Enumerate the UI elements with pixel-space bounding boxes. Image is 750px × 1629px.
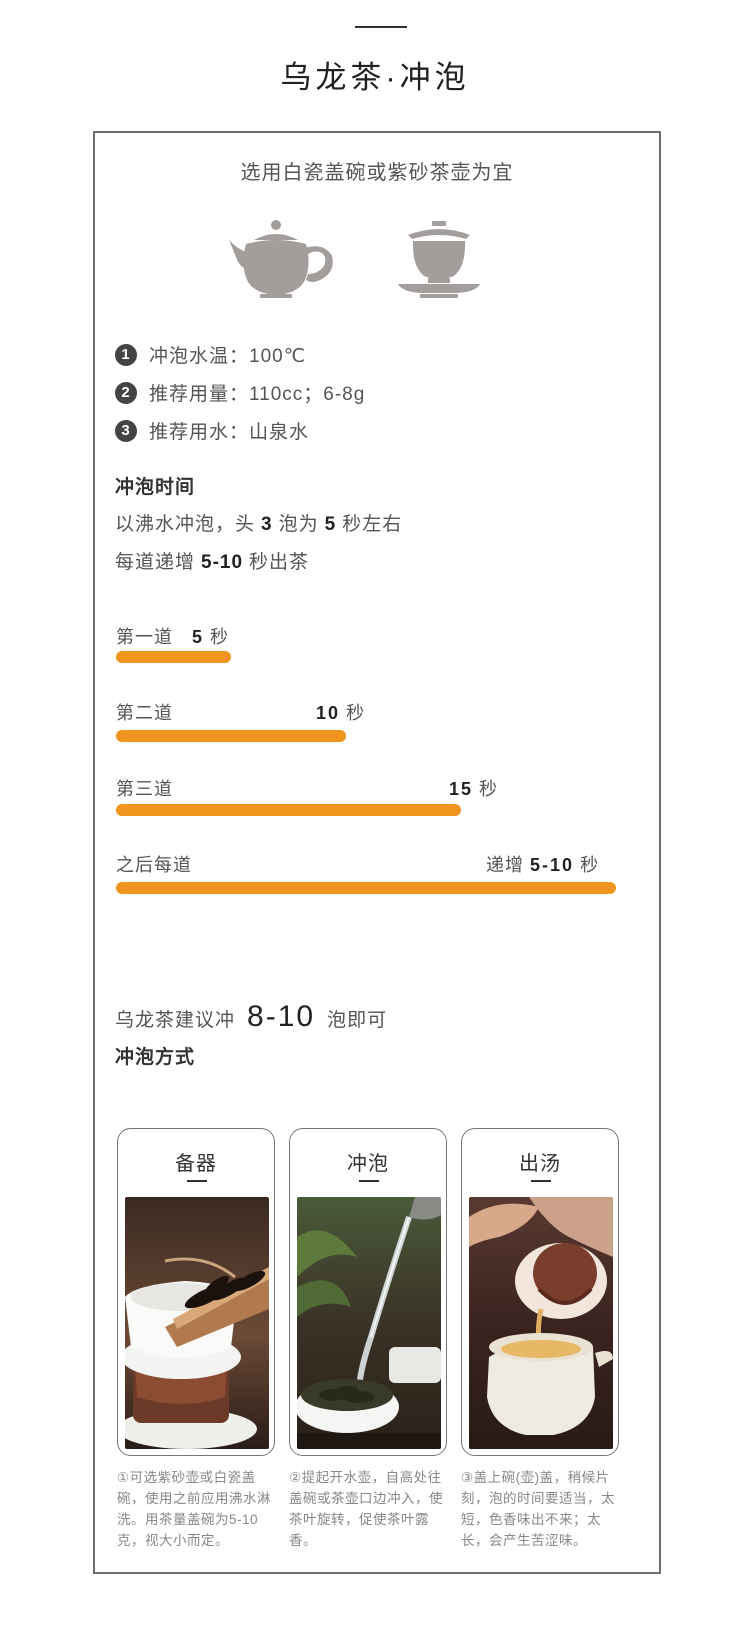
number-badge: 2	[115, 381, 137, 404]
steep-1-label: 第一道	[116, 627, 173, 647]
steep-3-bar	[116, 804, 461, 816]
teapot-icon	[229, 220, 333, 298]
steep-1-value: 5 秒	[192, 627, 230, 647]
card-title: 备器	[175, 1153, 217, 1175]
page-title: 乌龙茶·冲泡	[280, 60, 470, 95]
param-dosage: 2 推荐用量：110cc；6-8g	[115, 379, 365, 406]
brew-photo	[297, 1197, 441, 1449]
card-title: 冲泡	[347, 1153, 389, 1175]
gaiwan-icon	[398, 221, 480, 298]
content-frame	[93, 131, 661, 1574]
method-heading: 冲泡方式	[115, 1047, 196, 1068]
steep-2-bar	[116, 730, 346, 742]
title-divider	[355, 26, 407, 28]
vessel-subtitle: 选用白瓷盖碗或紫砂茶壶为宜	[240, 162, 514, 184]
card-title-underline	[187, 1180, 207, 1182]
brew-caption: ②提起开水壶，自高处往盖碗或茶壶口边冲入，使茶叶旋转，促使茶叶露香。	[289, 1470, 443, 1548]
brew-time-line-1: 以沸水冲泡，头 3 泡为 5 秒左右	[115, 514, 403, 535]
method-card-brew: 冲泡	[289, 1128, 447, 1456]
number-badge: 3	[115, 419, 137, 442]
param-text: 冲泡水温：100℃	[149, 346, 307, 367]
brew-time-line-2: 每道递增 5-10 秒出茶	[115, 552, 310, 573]
steep-later-bar	[116, 882, 616, 894]
param-water-type: 3 推荐用水：山泉水	[115, 417, 309, 444]
number-badge: 1	[115, 343, 137, 366]
steep-3-label: 第三道	[116, 779, 173, 799]
prepare-caption: ①可选紫砂壶或白瓷盖碗，使用之前应用沸水淋洗。用茶量盖碗为5-10克，视大小而定…	[117, 1470, 271, 1548]
steep-2-value: 10 秒	[316, 703, 366, 723]
prepare-photo	[125, 1197, 269, 1449]
method-card-prepare: 备器	[117, 1128, 275, 1456]
steep-3-value: 15 秒	[449, 779, 499, 799]
pour-photo	[469, 1197, 613, 1449]
method-card-pour: 出汤	[461, 1128, 619, 1456]
steep-2-label: 第二道	[116, 703, 173, 723]
param-text: 推荐用水：山泉水	[149, 422, 310, 443]
steep-later-value: 递增 5-10 秒	[486, 855, 600, 875]
steep-later-label: 之后每道	[116, 855, 192, 875]
brew-time-heading: 冲泡时间	[115, 477, 196, 498]
card-title: 出汤	[519, 1153, 561, 1175]
param-water-temp: 1 冲泡水温：100℃	[115, 341, 306, 368]
steep-count-recommendation: 乌龙茶建议冲 8-10 泡即可	[115, 1000, 388, 1033]
param-text: 推荐用量：110cc；6-8g	[149, 384, 366, 405]
pour-caption: ③盖上碗(壶)盖，稍候片刻，泡的时间要适当，太短，色香味出不来；太长，会产生苦涩…	[461, 1470, 615, 1548]
card-title-underline	[359, 1180, 379, 1182]
card-title-underline	[531, 1180, 551, 1182]
steep-1-bar	[116, 651, 231, 663]
